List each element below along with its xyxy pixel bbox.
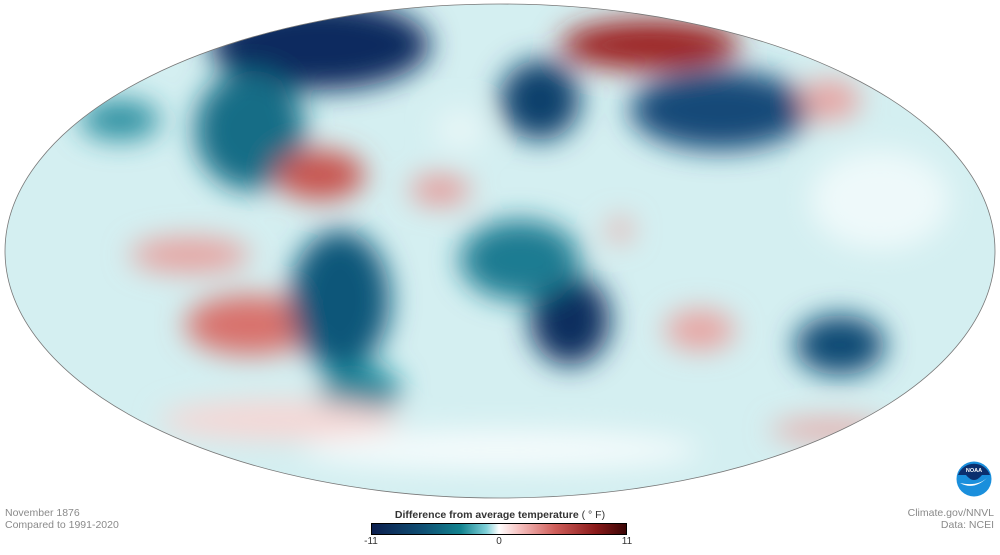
temperature-anomaly-map [4, 3, 996, 499]
caption-date: November 1876 [5, 507, 80, 519]
legend-tick-min: -11 [364, 536, 378, 547]
legend-color-bar [371, 523, 627, 535]
noaa-logo-icon: NOAA [956, 461, 992, 497]
legend-ticks: -11 0 11 [362, 535, 638, 547]
credit-source: Climate.gov/NNVL [907, 507, 994, 519]
caption-baseline: Compared to 1991-2020 [5, 519, 119, 531]
credits: Climate.gov/NNVL Data: NCEI [908, 507, 994, 531]
legend-title: Difference from average temperature [394, 509, 579, 521]
legend-tick-mid: 0 [496, 536, 502, 547]
color-legend: Difference from average temperature ( ° … [362, 509, 638, 547]
credit-data: Data: NCEI [940, 519, 994, 531]
svg-text:NOAA: NOAA [966, 468, 982, 474]
legend-unit: ( ° F) [581, 509, 606, 521]
legend-title-row: Difference from average temperature ( ° … [362, 509, 638, 521]
legend-tick-max: 11 [621, 536, 633, 547]
caption: November 1876 Compared to 1991-2020 [5, 507, 119, 531]
